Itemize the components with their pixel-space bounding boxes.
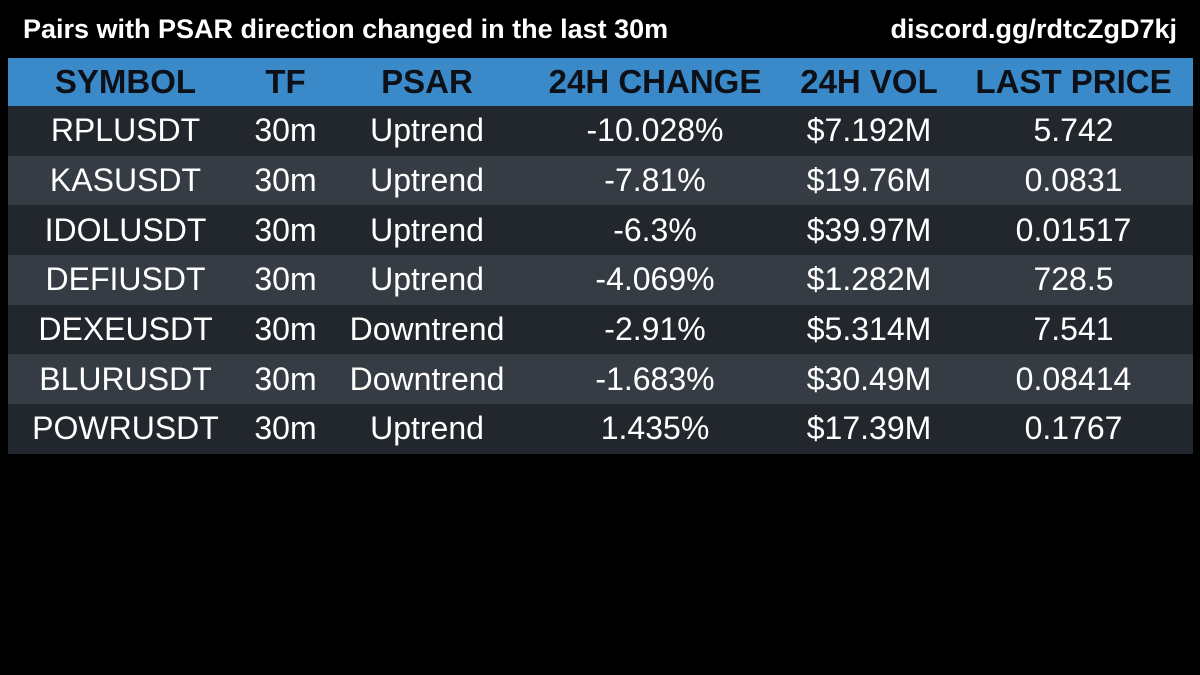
table-row: DEFIUSDT 30m Uptrend -4.069% $1.282M 728… — [8, 255, 1193, 305]
cell-last-price: 728.5 — [954, 255, 1193, 305]
table-row: RPLUSDT 30m Uptrend -10.028% $7.192M 5.7… — [8, 106, 1193, 156]
cell-24h-vol: $39.97M — [784, 205, 954, 256]
cell-24h-vol: $30.49M — [784, 354, 954, 405]
table-row: DEXEUSDT 30m Downtrend -2.91% $5.314M 7.… — [8, 304, 1193, 355]
cell-tf: 30m — [243, 255, 328, 305]
column-header-tf: TF — [243, 58, 328, 106]
cell-24h-change: -4.069% — [526, 255, 784, 305]
column-header-symbol: SYMBOL — [8, 58, 243, 106]
table-row: KASUSDT 30m Uptrend -7.81% $19.76M 0.083… — [8, 155, 1193, 206]
cell-symbol: BLURUSDT — [8, 354, 243, 405]
cell-24h-vol: $1.282M — [784, 255, 954, 305]
cell-tf: 30m — [243, 106, 328, 156]
cell-symbol: POWRUSDT — [8, 404, 243, 454]
cell-psar: Uptrend — [328, 205, 526, 256]
cell-last-price: 5.742 — [954, 106, 1193, 156]
cell-24h-change: -2.91% — [526, 304, 784, 355]
cell-psar: Uptrend — [328, 106, 526, 156]
table-row: BLURUSDT 30m Downtrend -1.683% $30.49M 0… — [8, 354, 1193, 405]
discord-link[interactable]: discord.gg/rdtcZgD7kj — [890, 14, 1177, 44]
cell-symbol: DEXEUSDT — [8, 304, 243, 355]
table-row: IDOLUSDT 30m Uptrend -6.3% $39.97M 0.015… — [8, 205, 1193, 256]
cell-psar: Downtrend — [328, 304, 526, 355]
cell-24h-change: -10.028% — [526, 106, 784, 156]
cell-last-price: 0.01517 — [954, 205, 1193, 256]
cell-tf: 30m — [243, 205, 328, 256]
table-row: POWRUSDT 30m Uptrend 1.435% $17.39M 0.17… — [8, 404, 1193, 454]
cell-24h-vol: $5.314M — [784, 304, 954, 355]
cell-24h-change: 1.435% — [526, 404, 784, 454]
cell-24h-change: -7.81% — [526, 155, 784, 206]
cell-psar: Uptrend — [328, 255, 526, 305]
cell-tf: 30m — [243, 354, 328, 405]
column-header-24h-change: 24H CHANGE — [526, 58, 784, 106]
cell-psar: Downtrend — [328, 354, 526, 405]
cell-24h-change: -6.3% — [526, 205, 784, 256]
cell-24h-change: -1.683% — [526, 354, 784, 405]
cell-psar: Uptrend — [328, 404, 526, 454]
page-title: Pairs with PSAR direction changed in the… — [23, 14, 669, 44]
psar-table: SYMBOL TF PSAR 24H CHANGE 24H VOL LAST P… — [8, 58, 1193, 454]
cell-symbol: IDOLUSDT — [8, 205, 243, 256]
cell-24h-vol: $17.39M — [784, 404, 954, 454]
cell-24h-vol: $7.192M — [784, 106, 954, 156]
cell-tf: 30m — [243, 404, 328, 454]
cell-last-price: 0.1767 — [954, 404, 1193, 454]
cell-tf: 30m — [243, 304, 328, 355]
cell-last-price: 0.08414 — [954, 354, 1193, 405]
cell-symbol: RPLUSDT — [8, 106, 243, 156]
column-header-last-price: LAST PRICE — [954, 58, 1193, 106]
table-header-row: SYMBOL TF PSAR 24H CHANGE 24H VOL LAST P… — [8, 58, 1193, 106]
column-header-24h-vol: 24H VOL — [784, 58, 954, 106]
cell-last-price: 0.0831 — [954, 155, 1193, 206]
cell-symbol: KASUSDT — [8, 155, 243, 206]
cell-24h-vol: $19.76M — [784, 155, 954, 206]
column-header-psar: PSAR — [328, 58, 526, 106]
cell-symbol: DEFIUSDT — [8, 255, 243, 305]
cell-last-price: 7.541 — [954, 304, 1193, 355]
cell-psar: Uptrend — [328, 155, 526, 206]
cell-tf: 30m — [243, 155, 328, 206]
